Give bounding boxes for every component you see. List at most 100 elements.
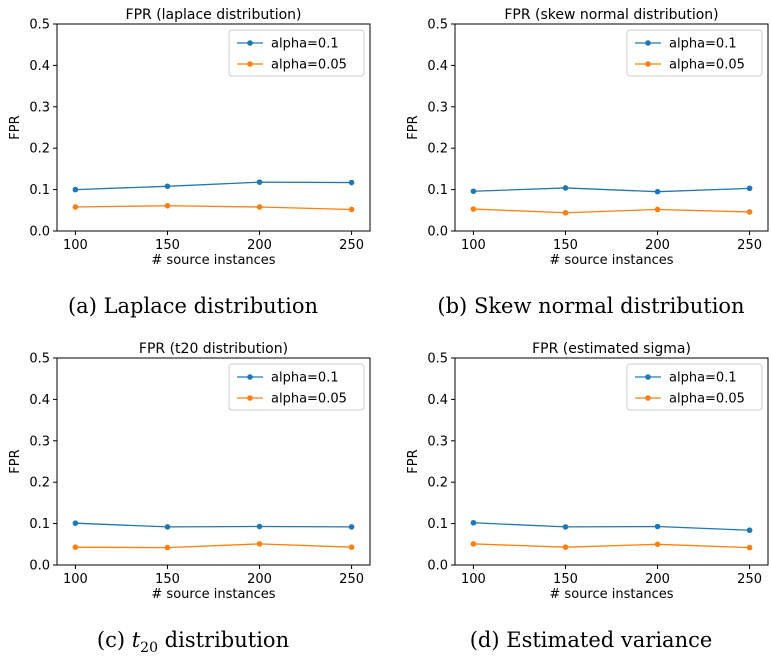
chart-title: FPR (laplace distribution) (126, 7, 302, 23)
y-tick-label: 0.1 (29, 517, 50, 532)
data-point (654, 523, 661, 530)
data-point (470, 541, 477, 547)
data-point (164, 183, 171, 190)
data-point (470, 519, 477, 526)
data-point (746, 185, 753, 192)
y-tick-label: 0.5 (427, 352, 448, 367)
series-line-1 (473, 208, 750, 214)
x-tick-label: 200 (247, 238, 272, 253)
data-point (72, 204, 79, 210)
data-point (470, 206, 477, 212)
x-axis-label: # source instances (151, 587, 275, 602)
legend-label-1: alpha=0.05 (669, 392, 745, 407)
series-line-0 (75, 181, 352, 191)
data-point (562, 209, 569, 216)
data-point (348, 524, 355, 530)
data-point (348, 206, 355, 213)
legend-label-1: alpha=0.05 (271, 58, 347, 73)
x-axis-label: # source instances (151, 253, 275, 268)
legend-label-1: alpha=0.05 (271, 392, 347, 407)
x-tick-label: 250 (339, 238, 364, 253)
caption-c-text-after: distribution (158, 628, 290, 652)
y-tick-label: 0.1 (427, 517, 448, 532)
legend-label-0: alpha=0.1 (669, 371, 737, 386)
series-line-1 (75, 543, 352, 549)
x-tick-label: 200 (645, 572, 670, 587)
y-axis-label: FPR (406, 115, 421, 139)
data-point (164, 202, 171, 209)
legend-marker-0 (247, 374, 253, 380)
chart-title: FPR (estimated sigma) (532, 341, 691, 357)
y-tick-label: 0.2 (427, 476, 448, 491)
series-line-0 (473, 522, 750, 531)
series-line-0 (473, 187, 750, 193)
y-tick-label: 0.2 (29, 476, 50, 491)
caption-d: (d) Estimated variance (398, 628, 771, 652)
data-point (654, 206, 661, 213)
caption-c-text: t (131, 628, 141, 652)
series-line-1 (75, 205, 352, 211)
y-axis-label: FPR (406, 449, 421, 473)
data-point (746, 209, 753, 215)
y-tick-label: 0.3 (29, 434, 50, 449)
data-point (562, 544, 569, 550)
y-tick-label: 0.0 (29, 225, 50, 240)
data-point (256, 204, 263, 210)
x-tick-label: 250 (737, 238, 762, 253)
x-tick-label: 150 (155, 572, 180, 587)
caption-c-label: (c) (96, 628, 126, 652)
x-tick-label: 100 (461, 572, 486, 587)
data-point (562, 524, 569, 530)
caption-a-text: Laplace distribution (103, 294, 319, 318)
y-axis-label: FPR (8, 115, 23, 139)
data-point (348, 179, 355, 186)
y-tick-label: 0.2 (427, 142, 448, 157)
data-point (72, 544, 79, 550)
legend-label-0: alpha=0.1 (271, 37, 339, 52)
legend: alpha=0.1 alpha=0.05 (626, 363, 763, 411)
x-axis-label: # source instances (549, 253, 673, 268)
y-tick-label: 0.3 (29, 100, 50, 115)
series-line-1 (473, 543, 750, 549)
data-point (654, 188, 661, 195)
legend-marker-1 (645, 61, 651, 67)
legend-label-1: alpha=0.05 (669, 58, 745, 73)
data-point (164, 544, 171, 551)
data-point (562, 185, 569, 191)
y-tick-label: 0.4 (29, 59, 50, 74)
data-point (746, 544, 753, 551)
data-point (256, 523, 263, 530)
chart-panel-2: FPR (t20 distribution) 0.0 0.1 0.2 0.3 0.4 0.5… (8, 341, 371, 602)
y-tick-label: 0.5 (427, 18, 448, 33)
x-tick-label: 150 (553, 238, 578, 253)
plot-area-frame (454, 23, 769, 232)
y-tick-label: 0.3 (427, 434, 448, 449)
x-tick-label: 250 (339, 572, 364, 587)
y-tick-label: 0.3 (427, 100, 448, 115)
x-tick-label: 150 (155, 238, 180, 253)
caption-d-text: Estimated variance (506, 628, 713, 652)
y-tick-label: 0.4 (427, 59, 448, 74)
x-tick-label: 250 (737, 572, 762, 587)
legend-marker-0 (645, 40, 651, 46)
y-tick-label: 0.4 (427, 393, 448, 408)
legend-marker-1 (247, 61, 253, 67)
data-point (348, 544, 355, 550)
caption-a: (a) Laplace distribution (0, 294, 386, 318)
y-axis-label: FPR (8, 449, 23, 473)
x-tick-label: 100 (63, 238, 88, 253)
caption-c: (c) t20 distribution (0, 628, 386, 656)
caption-b: (b) Skew normal distribution (398, 294, 771, 318)
caption-b-text: Skew normal distribution (473, 294, 745, 318)
series-line-0 (75, 522, 352, 528)
plot-area-frame (56, 357, 371, 566)
data-point (256, 541, 263, 547)
data-point (72, 520, 79, 526)
chart-panel-1: FPR (skew normal distribution) 0.0 0.1 0.2 0… (406, 7, 769, 268)
legend: alpha=0.1 alpha=0.05 (228, 363, 365, 411)
legend-label-0: alpha=0.1 (669, 37, 737, 52)
chart-panel-3: FPR (estimated sigma) 0.0 0.1 0.2 0.3 0.4 0.5 1… (406, 341, 769, 602)
data-point (470, 188, 477, 195)
data-point (256, 179, 263, 185)
